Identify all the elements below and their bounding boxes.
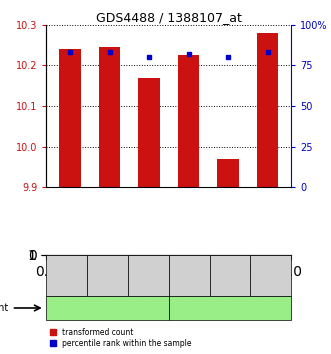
Title: GDS4488 / 1388107_at: GDS4488 / 1388107_at: [96, 11, 242, 24]
Bar: [257, 33, 278, 187]
Text: GSM786187: GSM786187: [268, 254, 274, 297]
Text: agent: agent: [0, 303, 8, 313]
Bar: [138, 78, 160, 187]
Bar: [178, 55, 200, 187]
Text: DMSO control: DMSO control: [197, 303, 263, 313]
Text: GSM786182: GSM786182: [64, 254, 70, 297]
Text: GSM786186: GSM786186: [227, 254, 233, 297]
Text: GSM786185: GSM786185: [186, 254, 192, 297]
Bar: [59, 49, 81, 187]
Text: GSM786184: GSM786184: [145, 254, 151, 297]
Text: Notch inhibitor DAPT
(10 μM.): Notch inhibitor DAPT (10 μM.): [64, 298, 151, 318]
Legend: transformed count, percentile rank within the sample: transformed count, percentile rank withi…: [50, 328, 192, 348]
Text: GSM786183: GSM786183: [105, 254, 111, 297]
Bar: [99, 47, 120, 187]
Bar: [217, 159, 239, 187]
